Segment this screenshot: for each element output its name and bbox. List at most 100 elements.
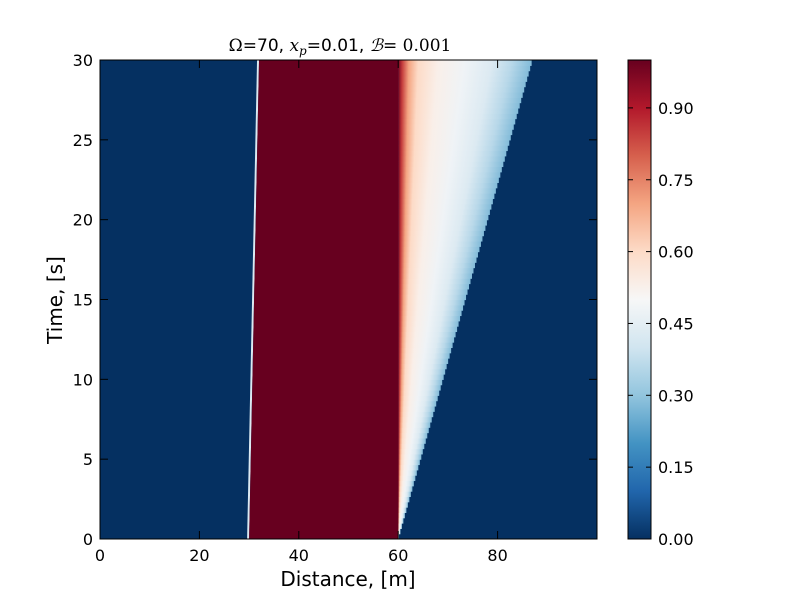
heatmap-front-strip [398,161,504,168]
heatmap-front-strip [398,262,475,269]
heatmap-front-strip [398,326,458,333]
y-axis-label: Time, [s] [43,256,67,345]
title-b-value: = 0.001 [383,36,451,56]
x-tick-label: 80 [487,546,507,565]
colorbar-tick-label: 0.15 [658,458,694,477]
heatmap-front-strip [398,177,499,184]
heatmap-front-strip [398,501,408,508]
heatmap-front-strip [398,310,462,317]
x-tick-label: 60 [388,546,408,565]
heatmap-front-strip [398,187,496,194]
colorbar-tick-label: 0.75 [658,171,694,190]
heatmap-front-strip [398,294,467,301]
heatmap-front-strip [398,256,477,263]
heatmap-front-strip [398,352,450,359]
heatmap-front-strip [398,235,483,242]
heatmap-front-strip [398,70,529,77]
heatmap-front-strip [398,427,429,434]
title-omega-value: =70, [243,36,290,56]
colorbar-tick-label: 0.60 [658,243,694,262]
heatmap-front-strip [398,411,434,418]
heatmap-front-strip [398,507,407,513]
heatmap-front-strip [398,224,486,231]
title-xp-subscript: p [299,44,307,58]
colorbar-tick-label: 0.90 [658,99,694,118]
colorbar [627,59,652,540]
heatmap-front-strip [398,358,449,364]
heatmap-front-strip [398,512,405,519]
heatmap-front-strip [398,517,404,524]
heatmap-front-strip [398,251,478,258]
heatmap-front-strip [398,209,490,215]
heatmap-front-strip [398,528,401,535]
heatmap-front-strip [398,214,489,221]
colorbar-tick-label: 0.45 [658,314,694,333]
y-axis-ticks: 0 5 10 15 20 25 30 [73,51,597,549]
heatmap-front-strip [398,448,423,455]
heatmap-front-strip [398,118,516,125]
x-tick-label: 20 [189,546,209,565]
heatmap-high-region [249,60,399,539]
heatmap-front-strip [398,97,522,104]
heatmap-front-strip [398,379,443,386]
heatmap-front-strip [398,459,420,466]
y-tick-label: 20 [73,211,93,230]
x-tick-label: 0 [95,546,105,565]
heatmap-front-strip [398,443,425,450]
heatmap-edge-line [247,60,260,539]
colorbar-ticks: 0.00 0.15 0.30 0.45 0.60 0.75 0.90 [628,99,694,549]
heatmap-front-strip [398,219,487,226]
heatmap-front-strip [398,155,505,162]
heatmap-front-strip [398,496,410,503]
heatmap-front-strip [398,278,471,285]
heatmap-front-strip [398,368,446,375]
heatmap-front-strip [398,283,470,290]
heatmap-front-strip [398,491,411,498]
heatmap-front-strip [398,246,480,253]
heatmap-front-strip [398,145,508,152]
x-axis-ticks: 0 20 40 60 80 [95,60,508,565]
heatmap-front-strip [398,272,473,279]
y-tick-label: 15 [73,291,93,310]
heatmap-front-strip [398,421,431,428]
heatmap-front-strip [398,107,519,114]
heatmap-front-strip [398,485,413,492]
y-tick-label: 30 [73,51,93,70]
heatmap-front-strip [398,230,484,237]
heatmap-front-strip [398,139,510,146]
heatmap-front-strip [398,91,523,98]
heatmap-front-strip [398,523,402,529]
title-omega-symbol: Ω [229,36,243,56]
heatmap-front-strip [398,374,444,380]
heatmap-front-strip [398,331,456,338]
heatmap-front-strip [398,65,531,72]
title-xp-symbol: x [289,36,299,56]
heatmap-front-strip [398,336,455,343]
heatmap-front-strip [398,453,422,460]
heatmap-front-strip [398,464,419,471]
heatmap-front-strip [398,469,417,476]
heatmap-front-strip [398,60,532,66]
y-tick-label: 25 [73,131,93,150]
heatmap-front-strip [398,102,520,109]
y-tick-label: 0 [83,530,93,549]
heatmap-front-strip [398,405,435,412]
heatmap-front-strip [398,395,438,402]
heatmap-front-strip [398,166,502,173]
heatmap-field [100,60,597,539]
heatmap-front-strip [398,304,464,311]
heatmap-front-strip [398,347,452,354]
y-tick-label: 10 [73,370,93,389]
chart-title: Ω=70, xp=0.01, ℬ= 0.001 [229,36,452,58]
heatmap-front-strip [398,123,514,130]
x-tick-label: 40 [289,546,309,565]
heatmap-front-strip [398,198,493,205]
heatmap-front-strip [398,75,528,82]
heatmap-front-strip [398,193,495,199]
heatmap-front-strip [398,267,474,274]
heatmap-front-strip [398,363,447,370]
heatmap-front-strip [398,416,432,423]
heatmap-front-strip [398,86,525,93]
